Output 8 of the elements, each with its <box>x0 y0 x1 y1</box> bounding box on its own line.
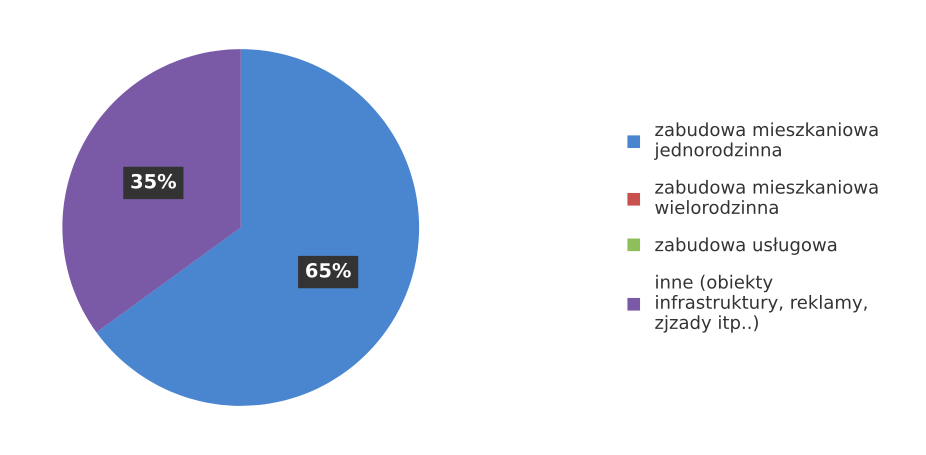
data-label: 65% <box>306 262 351 278</box>
legend-label: zabudowa mieszkaniowa jednorodzinna <box>654 122 878 160</box>
legend-label: zabudowa usługowa <box>655 237 836 255</box>
legend-label: inne (obiekty infrastruktury, reklamy, zjzady itp..) <box>655 274 867 333</box>
data-label: 35% <box>131 174 176 189</box>
pie-slice <box>62 49 241 332</box>
legend-label: zabudowa mieszkaniowa wielorodzinna <box>655 180 878 214</box>
pie-slice <box>96 49 420 406</box>
